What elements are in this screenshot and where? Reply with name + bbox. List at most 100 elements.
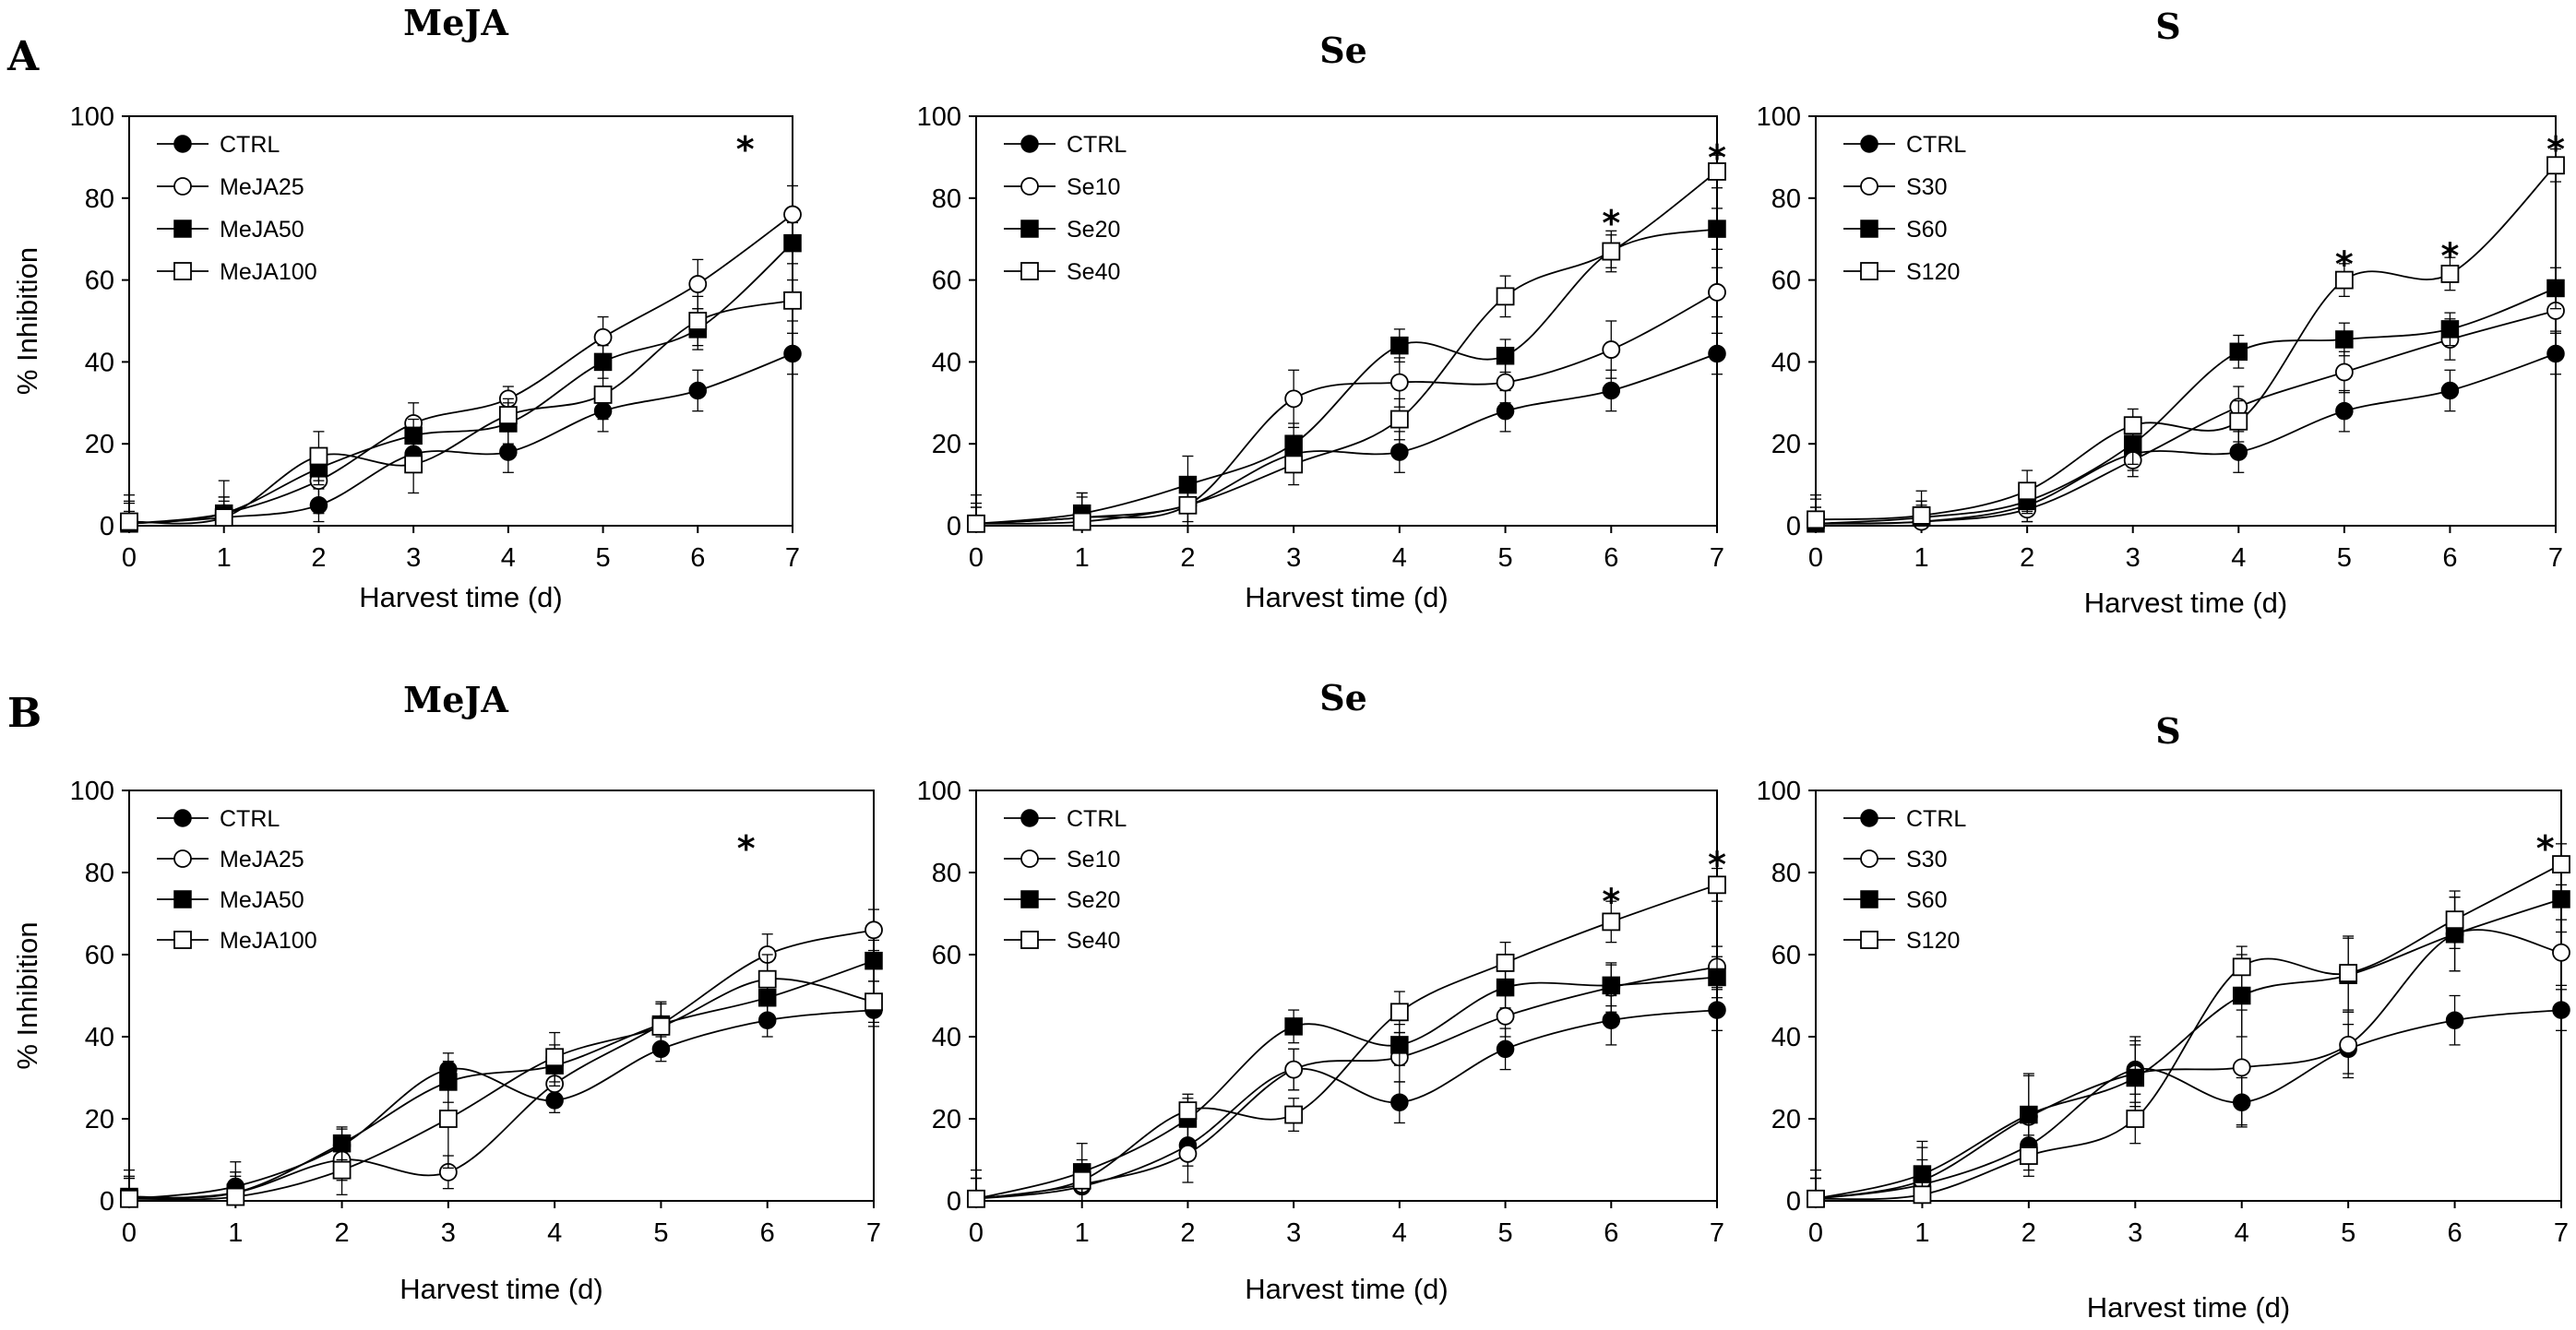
data-point <box>783 291 802 310</box>
x-tick-label: 1 <box>1914 1218 1929 1248</box>
data-point <box>2232 986 2251 1005</box>
x-tick-label: 3 <box>1286 1218 1301 1248</box>
legend-marker <box>1020 220 1039 238</box>
legend-marker <box>173 135 192 153</box>
legend-marker <box>173 809 192 827</box>
legend-label: CTRL <box>1067 806 1127 832</box>
x-axis-label: Harvest time (d) <box>359 581 562 613</box>
data-point <box>1389 1003 1409 1022</box>
y-tick-label: 20 <box>85 1105 114 1134</box>
x-tick-label: 2 <box>1180 543 1195 573</box>
x-tick-label: 7 <box>2554 1218 2569 1248</box>
x-tick-label: 3 <box>441 1218 456 1248</box>
x-tick-label: 0 <box>122 1218 137 1248</box>
significance-marker: * <box>736 129 755 170</box>
series-line <box>975 976 1718 1200</box>
legend: CTRL MeJA25 MeJA50 MeJA100 <box>157 806 317 954</box>
y-tick-label: 20 <box>1771 1105 1801 1134</box>
chart-title: MeJA <box>403 2 508 43</box>
data-point <box>865 920 883 940</box>
y-tick-label: 40 <box>932 348 961 377</box>
series-line <box>1815 863 2562 1201</box>
y-axis-label: % Inhibition <box>11 921 43 1069</box>
data-point <box>1496 346 1515 365</box>
legend-marker <box>1860 177 1878 196</box>
x-tick-label: 7 <box>785 543 800 573</box>
series-line <box>975 352 1718 525</box>
series-line <box>975 884 1718 1200</box>
legend-label: S30 <box>1906 847 1947 873</box>
series-line <box>975 1009 1718 1200</box>
data-point <box>757 969 777 989</box>
data-point <box>120 1189 138 1208</box>
y-tick-label: 100 <box>1757 102 1801 132</box>
data-point <box>2335 401 2354 421</box>
x-tick-label: 4 <box>2235 1218 2249 1248</box>
data-point <box>1602 1011 1621 1029</box>
x-tick-label: 5 <box>1498 1218 1513 1248</box>
y-tick-label: 80 <box>85 859 114 888</box>
x-axis-label: Harvest time (d) <box>1245 1273 1448 1305</box>
data-point <box>1912 506 1931 525</box>
legend-marker <box>1020 135 1039 153</box>
legend-marker <box>1020 262 1039 280</box>
x-tick-label: 2 <box>311 543 326 573</box>
legend-marker <box>1860 262 1878 280</box>
data-point <box>120 512 138 531</box>
y-tick-label: 20 <box>1771 430 1801 459</box>
x-tick-label: 6 <box>760 1218 775 1248</box>
data-point <box>2339 964 2358 982</box>
data-point <box>2445 910 2464 930</box>
data-point <box>1496 1039 1515 1059</box>
data-point <box>2232 957 2251 977</box>
series-line <box>1815 310 2557 525</box>
chart-title: S <box>2155 710 2180 752</box>
data-point <box>1602 242 1621 261</box>
series-line <box>1815 352 2557 525</box>
data-point <box>1807 510 1825 529</box>
legend-marker <box>173 849 192 868</box>
data-point <box>967 514 985 533</box>
data-point <box>783 233 802 253</box>
legend-label: MeJA100 <box>220 259 317 285</box>
x-tick-label: 1 <box>228 1218 243 1248</box>
chart-title: Se <box>1319 30 1367 71</box>
legend-marker <box>1860 135 1878 153</box>
legend-marker <box>1020 809 1039 827</box>
x-tick-label: 5 <box>2337 543 2352 573</box>
x-tick-label: 4 <box>501 543 516 573</box>
series-se40 <box>967 867 1726 1208</box>
legend: CTRL Se10 Se20 Se40 <box>1004 806 1127 954</box>
x-tick-label: 0 <box>969 543 984 573</box>
data-point <box>545 1048 565 1067</box>
y-tick-label: 100 <box>70 102 114 132</box>
legend-label: S120 <box>1906 259 1960 285</box>
x-tick-label: 6 <box>1604 543 1618 573</box>
series-s120 <box>1807 148 2565 529</box>
legend-label: CTRL <box>1067 132 1127 158</box>
legend-marker <box>173 931 192 949</box>
x-axis-label: Harvest time (d) <box>2087 1291 2290 1324</box>
significance-marker: * <box>2536 828 2555 869</box>
data-point <box>865 951 883 970</box>
x-axis-label: Harvest time (d) <box>2084 587 2287 619</box>
significance-marker: * <box>2335 243 2354 284</box>
data-point <box>865 992 883 1012</box>
x-tick-label: 1 <box>217 543 232 573</box>
series-line <box>128 1009 875 1200</box>
y-tick-label: 40 <box>85 348 114 377</box>
data-point <box>1284 389 1304 409</box>
x-tick-label: 3 <box>1286 543 1301 573</box>
data-point <box>2229 411 2248 431</box>
data-point <box>1708 1001 1726 1019</box>
legend-label: CTRL <box>220 132 280 158</box>
data-point <box>651 1016 671 1036</box>
legend-label: Se40 <box>1067 259 1120 285</box>
x-tick-label: 1 <box>1914 543 1929 573</box>
legend-marker <box>1860 931 1878 949</box>
y-tick-label: 80 <box>932 859 961 888</box>
data-point <box>783 344 802 363</box>
data-point <box>2339 1036 2358 1054</box>
data-point <box>1284 1060 1304 1079</box>
x-axis-label: Harvest time (d) <box>1245 581 1448 613</box>
